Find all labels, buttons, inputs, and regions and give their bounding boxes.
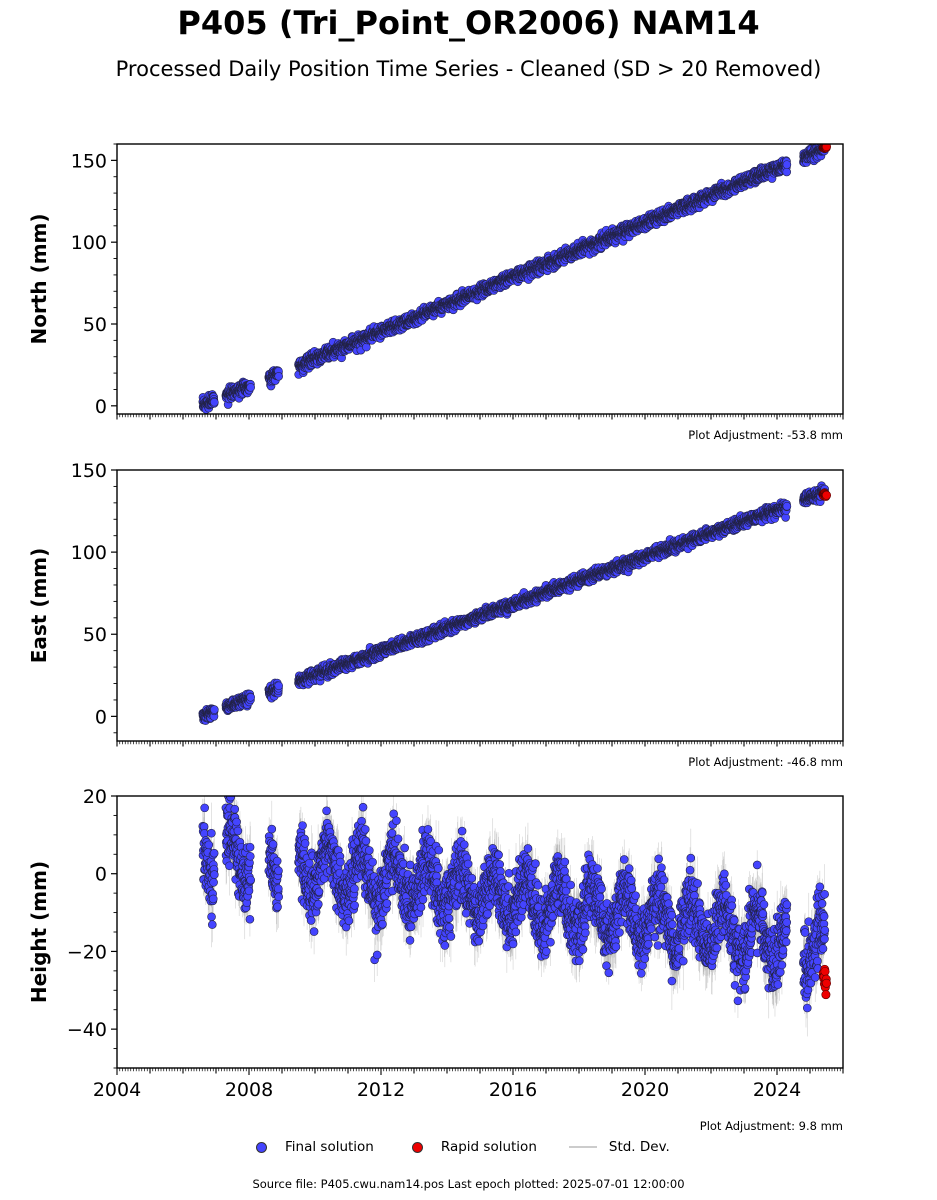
final-points <box>198 144 830 414</box>
chart-title: P405 (Tri_Point_OR2006) NAM14 <box>177 4 760 42</box>
data-layer-0 <box>198 144 831 414</box>
final-point <box>246 383 255 392</box>
chart-subtitle: Processed Daily Position Time Series - C… <box>115 57 822 81</box>
final-point <box>210 397 219 407</box>
final-point <box>274 372 284 381</box>
